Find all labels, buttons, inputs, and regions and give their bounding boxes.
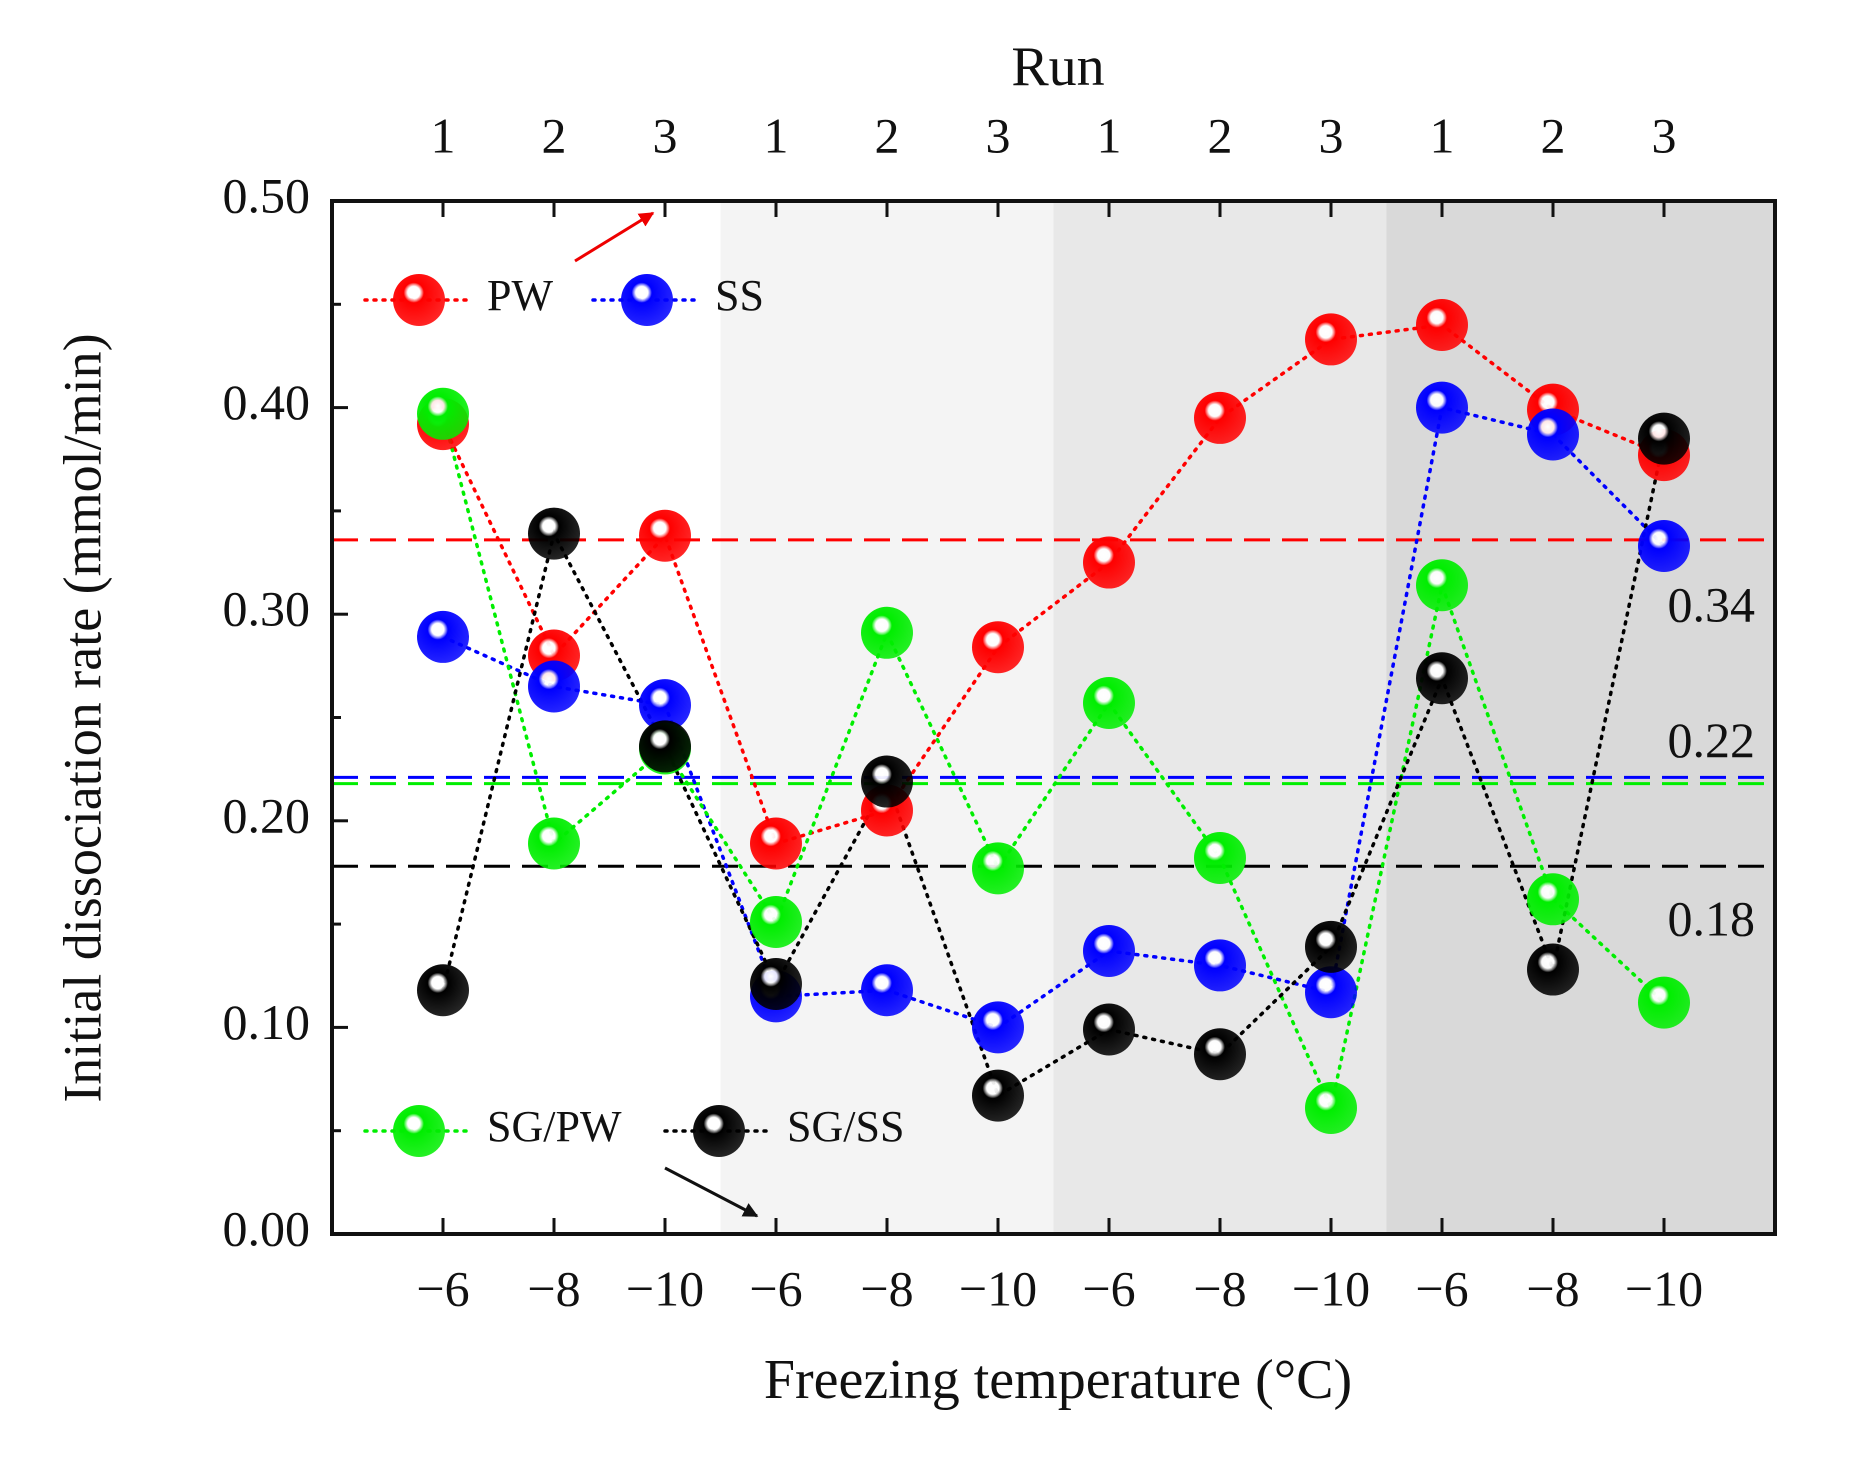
legend-marker	[393, 274, 445, 326]
data-point	[1638, 976, 1690, 1029]
data-point	[528, 660, 580, 713]
data-point	[639, 720, 691, 773]
data-point	[1083, 1003, 1135, 1056]
data-point	[1416, 298, 1468, 351]
x-tick-label: −10	[1625, 1260, 1703, 1316]
plot-frame	[330, 199, 1777, 1236]
x-tick-label: −10	[959, 1260, 1037, 1316]
data-point	[1194, 939, 1246, 992]
legend-marker	[621, 274, 673, 326]
data-point	[1083, 536, 1135, 589]
data-point	[750, 958, 802, 1011]
data-point	[639, 509, 691, 562]
top-tick-label: 3	[986, 107, 1011, 163]
top-tick-label: 3	[1652, 107, 1677, 163]
data-point	[528, 507, 580, 560]
data-point	[972, 842, 1024, 895]
data-point	[861, 606, 913, 659]
data-point	[528, 817, 580, 870]
x-tick-label: −6	[749, 1260, 802, 1316]
x-axis-label: Freezing temperature (°C)	[764, 1349, 1352, 1411]
data-point	[972, 621, 1024, 674]
arrow	[574, 211, 655, 263]
data-point	[417, 387, 469, 440]
data-point	[1305, 313, 1357, 366]
data-point	[861, 964, 913, 1017]
legend-marker	[393, 1105, 445, 1157]
data-point	[417, 610, 469, 663]
top-tick-label: 3	[653, 107, 678, 163]
data-point	[1194, 831, 1246, 884]
x-tick-label: −8	[860, 1260, 913, 1316]
data-point	[1194, 391, 1246, 444]
top-axis-label: Run	[1011, 36, 1104, 98]
data-point	[417, 964, 469, 1017]
top-tick-label: 1	[764, 107, 789, 163]
data-point	[1527, 943, 1579, 996]
data-point	[1305, 920, 1357, 973]
data-point	[1083, 677, 1135, 730]
legend-label: SG/PW	[487, 1102, 622, 1151]
data-point	[639, 679, 691, 732]
background	[332, 201, 1775, 1234]
legend-label: PW	[487, 271, 553, 320]
data-point	[1638, 412, 1690, 465]
y-tick-label: 0.10	[223, 994, 311, 1050]
top-tick-label: 1	[1097, 107, 1122, 163]
data-point	[1527, 408, 1579, 461]
top-tick-label: 2	[542, 107, 567, 163]
top-tick-label: 2	[1541, 107, 1566, 163]
x-tick-label: −10	[1292, 1260, 1370, 1316]
top-tick-label: 1	[431, 107, 456, 163]
group-shade	[720, 201, 1054, 1234]
mean-label: 0.22	[1668, 712, 1756, 768]
top-tick-label: 2	[1208, 107, 1233, 163]
top-tick-label: 1	[1430, 107, 1455, 163]
data-point	[1638, 520, 1690, 573]
data-point	[861, 755, 913, 808]
y-tick-label: 0.20	[223, 787, 311, 843]
data-point	[1305, 1081, 1357, 1134]
mean-label: 0.34	[1668, 576, 1756, 632]
data-point	[1527, 873, 1579, 926]
series-line	[441, 436, 1666, 1099]
data-point	[972, 1001, 1024, 1054]
data-point	[750, 817, 802, 870]
y-tick-label: 0.50	[223, 167, 311, 223]
top-tick-label: 2	[875, 107, 900, 163]
data-point	[1194, 1028, 1246, 1081]
x-tick-label: −6	[1082, 1260, 1135, 1316]
data-point	[750, 896, 802, 949]
data-point	[1416, 381, 1468, 434]
legend-marker	[693, 1105, 745, 1157]
mean-label: 0.18	[1668, 891, 1756, 947]
x-tick-label: −8	[1193, 1260, 1246, 1316]
data-point	[1416, 652, 1468, 705]
x-tick-label: −10	[626, 1260, 704, 1316]
y-tick-label: 0.00	[223, 1200, 311, 1256]
data-point	[1083, 924, 1135, 977]
legend-label: SG/SS	[787, 1102, 904, 1151]
x-tick-label: −6	[416, 1260, 469, 1316]
x-tick-label: −8	[527, 1260, 580, 1316]
y-axis-label: Initial dissociation rate (mmol/min)	[52, 333, 112, 1102]
group-shade	[1386, 201, 1775, 1234]
x-tick-label: −6	[1415, 1260, 1468, 1316]
y-tick-label: 0.40	[223, 374, 311, 430]
arrow	[664, 1166, 759, 1218]
x-tick-label: −8	[1526, 1260, 1579, 1316]
top-tick-label: 3	[1319, 107, 1344, 163]
legend-label: SS	[715, 271, 764, 320]
data-point	[972, 1069, 1024, 1122]
data-point	[1305, 966, 1357, 1019]
data-point	[1416, 559, 1468, 612]
y-tick-label: 0.30	[223, 581, 311, 637]
